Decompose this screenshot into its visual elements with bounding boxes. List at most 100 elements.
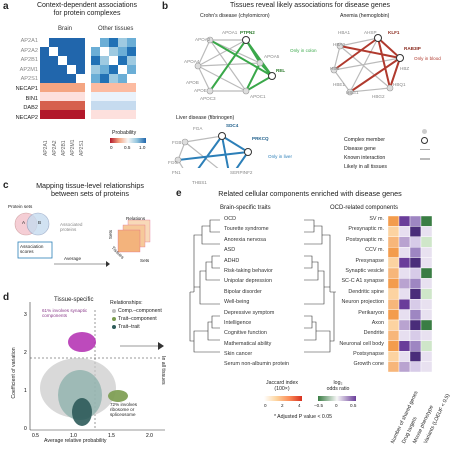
- heatmap-a-cell: [40, 47, 49, 56]
- x-tick: 0.5: [32, 433, 39, 439]
- row-label: AP2S1: [20, 76, 38, 83]
- gene-label: FGB: [172, 140, 182, 145]
- heatmap-a-cell: [127, 110, 136, 119]
- heatmap-a-cell: [91, 65, 100, 74]
- jaccard-tick: 0: [264, 403, 267, 408]
- heatmap-a-cell: [58, 92, 67, 101]
- trait-label: Mathematical ability: [224, 340, 272, 347]
- heatmap-e-cell: [388, 340, 400, 352]
- d-xlabel: Average relative probability: [44, 438, 107, 444]
- trait-label: Skin cancer: [224, 351, 253, 358]
- heatmap-e-cell: [388, 267, 400, 279]
- gene-label: THBS1: [192, 180, 207, 185]
- sets-v-label: Sets: [108, 229, 114, 240]
- heatmap-a-cell: [49, 83, 58, 92]
- liver-title: Liver disease (fibrinogen): [176, 115, 235, 121]
- heatmap-e-cell: [420, 309, 433, 321]
- set-b: B: [38, 220, 42, 225]
- heatmap-a-cell: [127, 65, 136, 74]
- heatmap-a-cell: [76, 101, 85, 110]
- heatmap-a-cell: [118, 110, 127, 119]
- d-ylabel: Coefficient of variation: [11, 347, 17, 399]
- heatmap-e-cell: [420, 361, 433, 373]
- heatmap-a-cell: [40, 74, 49, 83]
- heatmap-a-cell: [49, 92, 58, 101]
- component-list: SV m. Presynaptic m. Postsynaptic m. CCV…: [334, 216, 384, 372]
- heatmap-a-cell: [58, 110, 67, 119]
- heatmap-a-cell: [49, 56, 58, 65]
- heatmap-a-cell: [100, 83, 109, 92]
- row-label: AP2B1: [20, 57, 38, 64]
- heatmap-a-cell: [91, 92, 100, 101]
- heatmap-a-cell: [49, 74, 58, 83]
- row-label: NECAP2: [15, 114, 38, 121]
- heatmap-e-cell: [409, 330, 422, 342]
- heatmap-e-cell: [420, 226, 433, 237]
- set-a: A: [22, 220, 26, 225]
- sets-h-label: Sets: [140, 258, 150, 263]
- trait-label: ASD: [224, 247, 236, 254]
- heatmap-a-cell: [91, 47, 100, 56]
- heatmap-e-cell: [398, 215, 411, 227]
- heatmap-e-cell: [388, 288, 400, 300]
- y-tick: 0: [24, 426, 27, 432]
- heatmap-a-cell: [67, 56, 76, 65]
- heatmap-e-cell: [420, 330, 433, 342]
- component-label: Axon: [371, 319, 384, 326]
- gene-label: SERPINF2: [230, 170, 253, 175]
- trait-label: Depressive symptom: [224, 309, 275, 316]
- heatmap-e-cell: [388, 309, 400, 321]
- x-tick: 1.5: [108, 433, 115, 439]
- heatmap-a-cell: [127, 38, 136, 47]
- gene-label: APOB: [186, 80, 199, 85]
- prob-tick: 0: [110, 145, 113, 150]
- heatmap-a-cell: [118, 56, 127, 65]
- heatmap-a-cell: [76, 110, 85, 119]
- heatmap-a-cell: [109, 110, 118, 119]
- row-label: AP2A2: [20, 47, 38, 54]
- heatmap-a-cell: [67, 65, 76, 74]
- gene-label: APOC1: [250, 94, 266, 99]
- heatmap-a-cell: [40, 83, 49, 92]
- diagram-c: [14, 212, 151, 267]
- heatmap-a-cell: [40, 110, 49, 119]
- component-label: Postsynapse: [353, 351, 384, 358]
- heatmap-a-cell: [127, 83, 136, 92]
- rel-item-comp: Comp.–component: [118, 308, 162, 314]
- heatmap-a-cell: [127, 92, 136, 101]
- heatmap-e-cell: [420, 267, 433, 279]
- heatmap-a-cell: [67, 83, 76, 92]
- col-label: AP2M1: [70, 139, 76, 156]
- heatmap-e-cell: [398, 278, 411, 290]
- trait-label: ADHD: [224, 257, 240, 264]
- average-label: Average: [64, 256, 82, 261]
- gene-label: SDC4: [226, 123, 239, 128]
- prob-legend-bar: [110, 138, 146, 143]
- note-liver: Only in liver: [268, 154, 292, 159]
- heatmap-a-cell: [118, 47, 127, 56]
- note-blood: Only in blood: [414, 56, 441, 61]
- log2-tick: 0.5: [350, 403, 357, 408]
- gene-label: APOE: [194, 88, 207, 93]
- heatmap-e-cell: [398, 350, 411, 362]
- heatmap-a-cell: [91, 83, 100, 92]
- heatmap-e-cell: [388, 247, 400, 258]
- heatmap-e-cell: [409, 288, 422, 300]
- heatmap-e-cell: [409, 226, 422, 237]
- trait-label: Unipolar depression: [224, 278, 272, 285]
- row-label: NECAP1: [15, 85, 38, 92]
- y-tick: 2: [24, 350, 27, 356]
- heatmap-e-cell: [398, 330, 411, 342]
- heatmap-a-cell: [49, 47, 58, 56]
- x-tick: 1.0: [70, 433, 77, 439]
- y-tick: 3: [24, 312, 27, 318]
- heatmap-a-cell: [109, 74, 118, 83]
- heatmap-e-cell: [420, 340, 433, 352]
- trait-label: Serum non-albumin protein: [224, 361, 290, 368]
- legend-known: Known interaction: [344, 155, 386, 161]
- gene-label: APOA5: [264, 54, 280, 59]
- d-top-note: 61% involves synaptic components: [42, 308, 88, 318]
- gene-label: HBE1: [333, 82, 346, 87]
- heatmap-a-cell: [109, 83, 118, 92]
- gene-label: HBQ1: [393, 82, 406, 87]
